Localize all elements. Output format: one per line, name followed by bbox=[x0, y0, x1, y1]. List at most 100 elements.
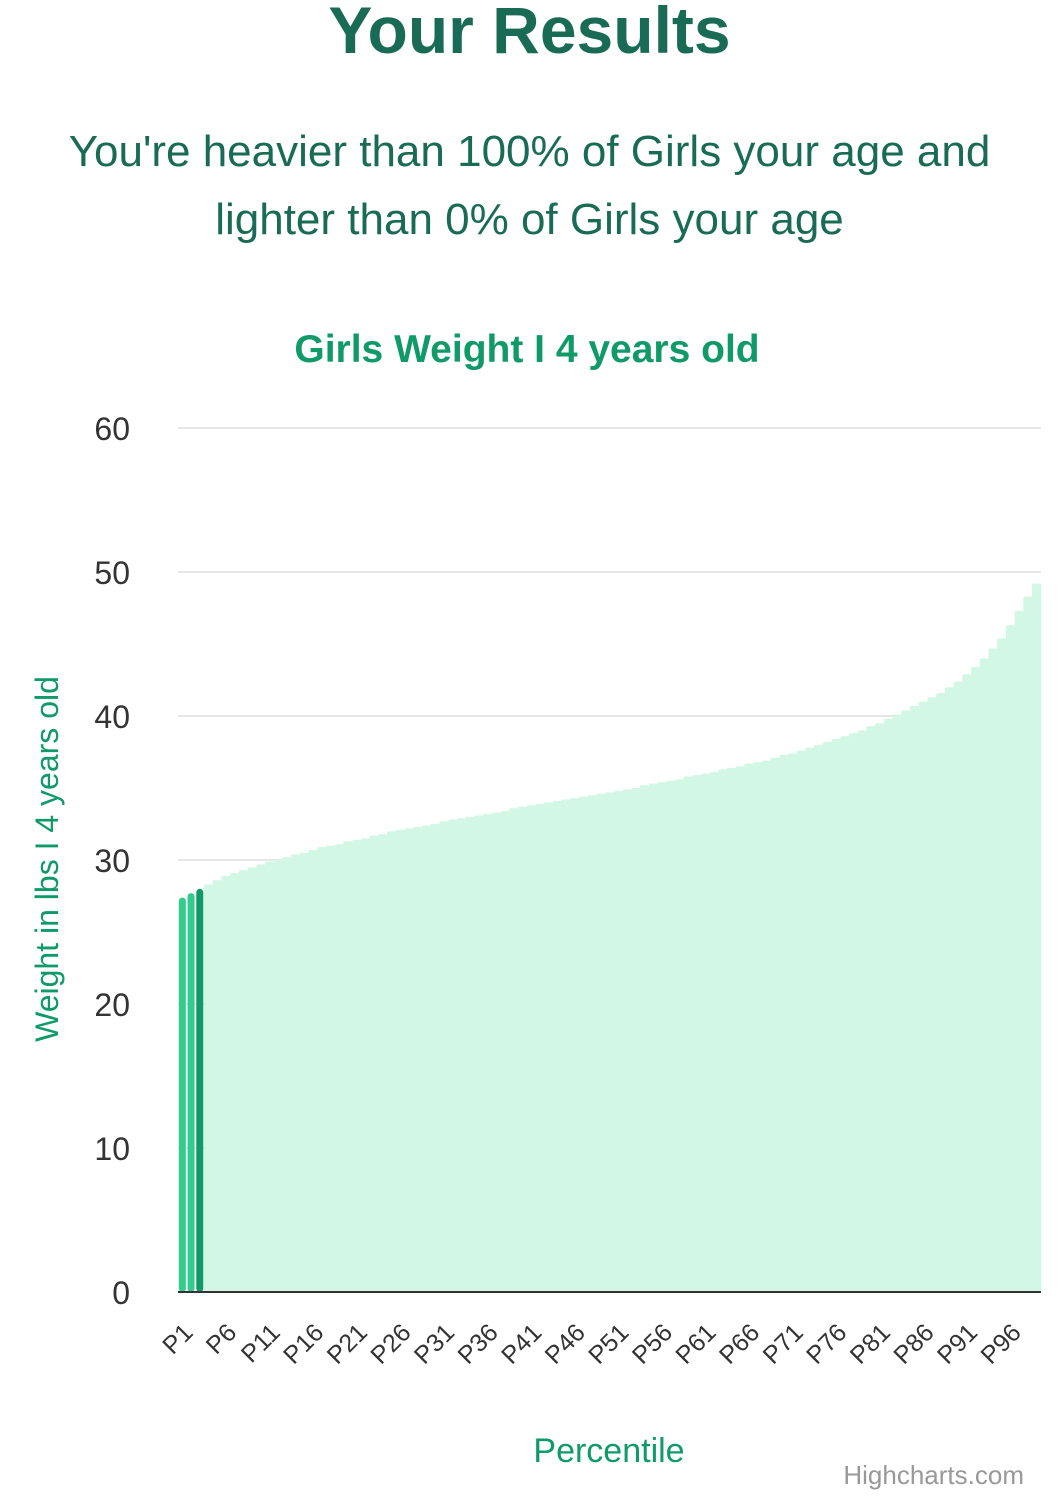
bar-P1[interactable] bbox=[178, 897, 186, 1292]
bar-P64[interactable] bbox=[726, 767, 737, 1292]
bar-P71[interactable] bbox=[787, 753, 798, 1292]
bar-P33[interactable] bbox=[456, 818, 466, 1292]
bar-P75[interactable] bbox=[822, 741, 833, 1292]
bar-P98[interactable] bbox=[1023, 596, 1033, 1292]
bar-P81[interactable] bbox=[875, 723, 885, 1292]
bar-P74[interactable] bbox=[814, 744, 824, 1292]
bar-P2[interactable] bbox=[187, 893, 195, 1292]
bar-P86[interactable] bbox=[918, 701, 928, 1292]
bar-P10[interactable] bbox=[256, 864, 266, 1292]
highcharts-credit[interactable]: Highcharts.com bbox=[843, 1460, 1024, 1490]
bar-P60[interactable] bbox=[692, 775, 702, 1292]
bar-P76[interactable] bbox=[831, 739, 841, 1292]
bar-P18[interactable] bbox=[325, 845, 336, 1292]
bar-P36[interactable] bbox=[482, 813, 493, 1292]
bar-P5[interactable] bbox=[212, 880, 222, 1292]
bar-P39[interactable] bbox=[508, 808, 519, 1292]
bar-P69[interactable] bbox=[770, 757, 780, 1292]
bar-P93[interactable] bbox=[979, 658, 989, 1292]
bar-P49[interactable] bbox=[596, 793, 606, 1292]
bar-P30[interactable] bbox=[430, 824, 440, 1292]
bar-P88[interactable] bbox=[936, 692, 946, 1292]
bar-P46[interactable] bbox=[569, 798, 580, 1292]
bar-P25[interactable] bbox=[386, 831, 397, 1292]
bar-P26[interactable] bbox=[395, 829, 405, 1292]
bar-P58[interactable] bbox=[674, 779, 684, 1292]
bar-P90[interactable] bbox=[953, 681, 963, 1292]
bar-P61[interactable] bbox=[700, 773, 711, 1292]
bar-P16[interactable] bbox=[308, 849, 318, 1292]
bar-P20[interactable] bbox=[343, 841, 353, 1292]
bar-P52[interactable] bbox=[622, 789, 632, 1292]
bar-P72[interactable] bbox=[796, 750, 806, 1292]
bar-P40[interactable] bbox=[517, 806, 527, 1292]
bar-P13[interactable] bbox=[282, 857, 292, 1292]
bar-P73[interactable] bbox=[805, 747, 815, 1292]
bar-P11[interactable] bbox=[264, 861, 275, 1292]
bar-P3[interactable] bbox=[196, 888, 204, 1292]
bar-P89[interactable] bbox=[944, 687, 955, 1292]
bar-P6[interactable] bbox=[221, 875, 231, 1292]
bar-P42[interactable] bbox=[535, 803, 545, 1292]
bar-P79[interactable] bbox=[857, 730, 867, 1292]
bar-P32[interactable] bbox=[447, 819, 458, 1292]
bar-P78[interactable] bbox=[848, 733, 859, 1292]
bar-P99[interactable] bbox=[1031, 583, 1042, 1292]
bar-P22[interactable] bbox=[360, 838, 371, 1292]
bar-P38[interactable] bbox=[500, 811, 510, 1292]
bar-P56[interactable] bbox=[657, 782, 667, 1292]
bar-P34[interactable] bbox=[465, 816, 475, 1292]
bar-P77[interactable] bbox=[840, 736, 850, 1292]
bar-P59[interactable] bbox=[683, 776, 693, 1292]
bar-P83[interactable] bbox=[892, 714, 902, 1292]
bar-P31[interactable] bbox=[439, 821, 449, 1292]
bar-P84[interactable] bbox=[901, 710, 911, 1292]
bar-P50[interactable] bbox=[604, 792, 615, 1292]
bar-P15[interactable] bbox=[299, 852, 310, 1292]
bar-P21[interactable] bbox=[352, 839, 362, 1292]
bar-P54[interactable] bbox=[639, 785, 650, 1292]
bar-P66[interactable] bbox=[744, 763, 754, 1292]
bar-P4[interactable] bbox=[203, 884, 214, 1292]
bar-P23[interactable] bbox=[369, 835, 379, 1292]
bar-P94[interactable] bbox=[988, 648, 998, 1292]
bar-P53[interactable] bbox=[630, 788, 641, 1292]
bar-P48[interactable] bbox=[587, 795, 597, 1292]
bar-P12[interactable] bbox=[273, 860, 283, 1292]
bar-P63[interactable] bbox=[718, 769, 728, 1292]
bar-P51[interactable] bbox=[613, 790, 623, 1292]
bar-P68[interactable] bbox=[761, 760, 772, 1292]
bar-P65[interactable] bbox=[735, 766, 745, 1292]
bar-P37[interactable] bbox=[491, 812, 501, 1292]
bar-P85[interactable] bbox=[909, 705, 920, 1292]
bar-P41[interactable] bbox=[526, 805, 536, 1292]
bar-P92[interactable] bbox=[970, 667, 981, 1292]
bar-P35[interactable] bbox=[474, 815, 484, 1292]
bar-P29[interactable] bbox=[421, 825, 432, 1292]
bar-P9[interactable] bbox=[247, 867, 257, 1292]
bar-P80[interactable] bbox=[866, 726, 876, 1292]
bar-P19[interactable] bbox=[334, 844, 344, 1292]
bar-P14[interactable] bbox=[291, 854, 301, 1292]
bar-P95[interactable] bbox=[997, 638, 1007, 1292]
bar-P24[interactable] bbox=[378, 834, 388, 1292]
bar-P70[interactable] bbox=[779, 754, 789, 1292]
bar-P96[interactable] bbox=[1005, 625, 1016, 1292]
bar-P87[interactable] bbox=[927, 697, 937, 1292]
bar-P82[interactable] bbox=[883, 718, 894, 1292]
bar-P28[interactable] bbox=[413, 826, 423, 1292]
bar-P43[interactable] bbox=[543, 802, 554, 1292]
bar-P97[interactable] bbox=[1014, 610, 1024, 1292]
bar-P57[interactable] bbox=[665, 780, 676, 1292]
bar-P27[interactable] bbox=[404, 828, 414, 1292]
bar-P62[interactable] bbox=[709, 772, 719, 1292]
bar-P45[interactable] bbox=[561, 799, 571, 1292]
bar-P91[interactable] bbox=[962, 674, 972, 1292]
bar-P17[interactable] bbox=[317, 847, 327, 1292]
bar-P8[interactable] bbox=[238, 870, 249, 1292]
bar-P55[interactable] bbox=[648, 783, 658, 1292]
bar-P7[interactable] bbox=[230, 872, 240, 1292]
bar-P67[interactable] bbox=[753, 762, 763, 1292]
bar-P47[interactable] bbox=[578, 796, 589, 1292]
bar-P44[interactable] bbox=[552, 800, 562, 1292]
